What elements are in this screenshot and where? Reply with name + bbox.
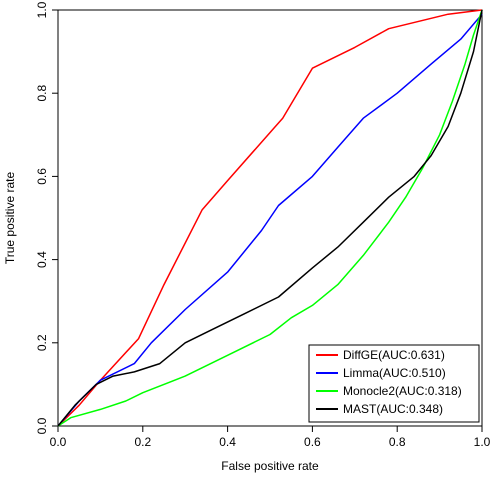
legend-label: MAST(AUC:0.348)	[343, 402, 443, 416]
series-line-4	[57, 9, 483, 427]
y-tick-label: 1.0	[35, 1, 49, 18]
x-axis: 0.0 0.2 0.4 0.6 0.8 1.0	[50, 426, 491, 449]
series-line-3	[57, 9, 483, 427]
y-tick-label: 0.6	[35, 168, 49, 185]
y-tick-label: 0.2	[35, 334, 49, 351]
x-tick-label: 0.6	[304, 435, 321, 449]
y-tick-label: 0.8	[35, 85, 49, 102]
y-tick-label: 0.0	[35, 417, 49, 434]
legend-label: Limma(AUC:0.510)	[343, 366, 446, 380]
x-tick-label: 0.4	[219, 435, 236, 449]
series-lines	[57, 9, 483, 427]
y-tick-label: 0.4	[35, 251, 49, 268]
legend-label: Monocle2(AUC:0.318)	[343, 384, 462, 398]
legend: DiffGE(AUC:0.631) Limma(AUC:0.510) Monocle…	[308, 344, 480, 423]
legend-label: DiffGE(AUC:0.631)	[343, 348, 445, 362]
x-tick-label: 0.0	[50, 435, 67, 449]
x-tick-label: 1.0	[474, 435, 491, 449]
series-line-2	[57, 13, 483, 427]
y-axis-title: True positive rate	[3, 172, 17, 265]
x-tick-label: 0.8	[389, 435, 406, 449]
y-axis: 0.0 0.2 0.4 0.6 0.8 1.0	[35, 1, 58, 434]
x-axis-title: False positive rate	[221, 459, 319, 473]
x-tick-label: 0.2	[134, 435, 151, 449]
